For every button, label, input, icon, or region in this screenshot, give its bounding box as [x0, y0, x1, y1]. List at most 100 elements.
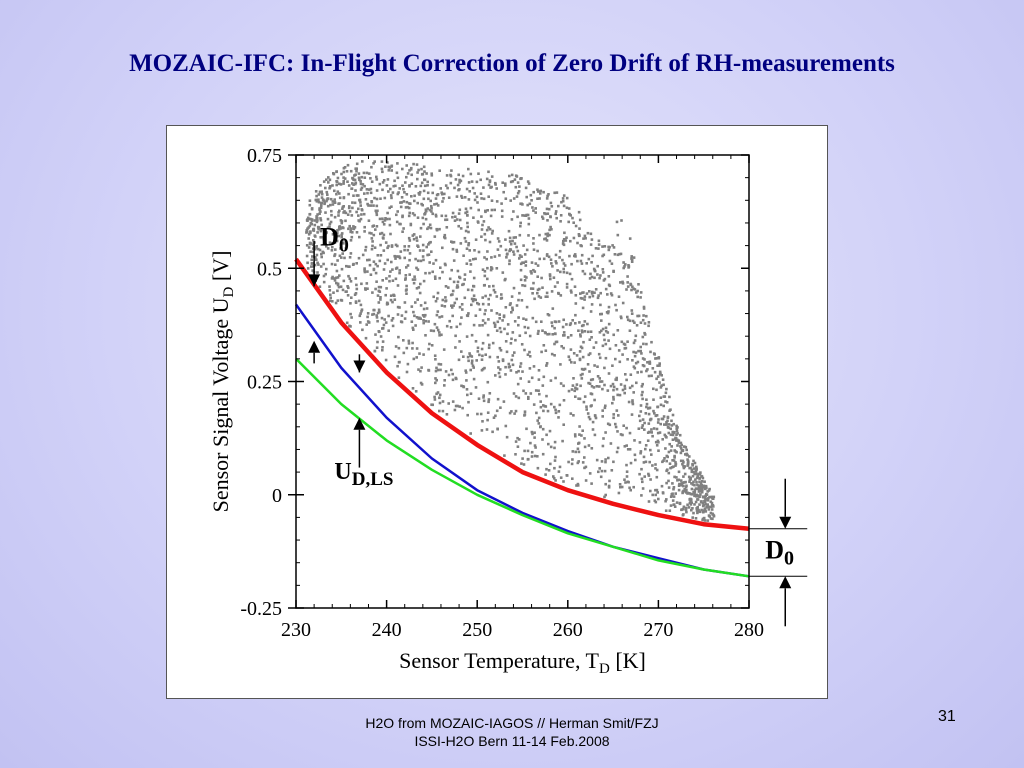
scatter-point	[539, 425, 542, 428]
scatter-point	[678, 482, 681, 486]
scatter-point	[690, 501, 693, 504]
scatter-point	[674, 462, 678, 466]
scatter-point	[413, 194, 416, 198]
scatter-point	[606, 293, 609, 296]
scatter-point	[626, 318, 630, 322]
scatter-point	[569, 322, 573, 325]
scatter-point	[428, 223, 432, 227]
scatter-point	[305, 254, 309, 258]
scatter-point	[320, 223, 323, 227]
scatter-point	[615, 376, 618, 380]
scatter-point	[654, 488, 657, 492]
scatter-point	[347, 274, 350, 278]
scatter-point	[408, 211, 411, 215]
scatter-point	[710, 495, 714, 499]
scatter-point	[433, 235, 437, 238]
scatter-point	[532, 248, 536, 251]
scatter-point	[615, 450, 619, 454]
scatter-point	[539, 296, 543, 299]
scatter-point	[646, 407, 650, 410]
scatter-point	[470, 333, 474, 337]
scatter-point	[486, 418, 489, 422]
scatter-point	[441, 298, 445, 302]
scatter-point	[512, 286, 516, 290]
scatter-point	[579, 345, 583, 349]
scatter-point	[531, 287, 535, 290]
scatter-point	[325, 199, 328, 203]
scatter-point	[666, 455, 669, 459]
scatter-point	[592, 267, 596, 271]
scatter-point	[579, 292, 582, 295]
scatter-point	[632, 256, 636, 259]
scatter-point	[307, 246, 311, 249]
scatter-point	[419, 184, 423, 188]
scatter-point	[369, 204, 373, 207]
scatter-point	[581, 269, 585, 273]
scatter-point	[523, 253, 527, 256]
scatter-point	[672, 431, 675, 435]
scatter-point	[704, 484, 708, 488]
scatter-point	[475, 195, 479, 199]
scatter-point	[600, 312, 603, 316]
scatter-point	[387, 165, 390, 169]
scatter-point	[349, 280, 353, 283]
scatter-point	[337, 234, 341, 238]
scatter-point	[337, 214, 340, 217]
scatter-point	[583, 272, 587, 276]
scatter-point	[588, 290, 591, 293]
scatter-point	[439, 266, 442, 269]
scatter-point	[581, 330, 584, 334]
scatter-point	[358, 219, 361, 223]
scatter-point	[609, 292, 613, 295]
scatter-point	[608, 479, 611, 483]
scatter-point	[487, 170, 490, 174]
scatter-point	[485, 228, 489, 232]
scatter-point	[574, 434, 577, 438]
scatter-point	[318, 285, 322, 288]
scatter-point	[574, 313, 577, 317]
scatter-point	[702, 509, 706, 513]
scatter-point	[487, 297, 490, 301]
scatter-point	[479, 412, 483, 416]
scatter-point	[487, 303, 490, 306]
scatter-point	[440, 191, 443, 194]
scatter-point	[612, 333, 615, 337]
scatter-point	[469, 270, 472, 273]
scatter-point	[466, 314, 470, 318]
scatter-point	[325, 178, 328, 181]
scatter-point	[541, 384, 545, 387]
scatter-point	[510, 358, 514, 362]
scatter-point	[607, 456, 610, 460]
scatter-point	[544, 295, 548, 298]
scatter-point	[618, 360, 622, 364]
scatter-point	[410, 173, 413, 177]
scatter-point	[430, 207, 433, 210]
scatter-point	[442, 348, 446, 351]
scatter-point	[674, 436, 677, 440]
scatter-point	[610, 293, 614, 297]
scatter-point	[671, 499, 675, 502]
scatter-point	[675, 501, 679, 504]
scatter-point	[426, 207, 430, 210]
scatter-point	[682, 466, 686, 470]
scatter-point	[317, 247, 320, 251]
scatter-point	[434, 299, 438, 303]
scatter-point	[632, 365, 636, 368]
scatter-point	[496, 248, 500, 251]
scatter-point	[340, 299, 344, 302]
scatter-point	[460, 384, 463, 388]
scatter-point	[589, 330, 593, 333]
scatter-point	[379, 254, 383, 257]
scatter-point	[591, 254, 594, 258]
scatter-point	[422, 165, 426, 169]
scatter-point	[464, 240, 468, 243]
scatter-point	[553, 191, 556, 195]
scatter-point	[600, 460, 604, 463]
scatter-point	[318, 207, 321, 210]
scatter-point	[520, 177, 523, 180]
scatter-point	[405, 266, 408, 269]
scatter-point	[394, 277, 398, 281]
scatter-point	[671, 413, 675, 417]
scatter-point	[541, 452, 545, 456]
scatter-point	[572, 352, 576, 355]
